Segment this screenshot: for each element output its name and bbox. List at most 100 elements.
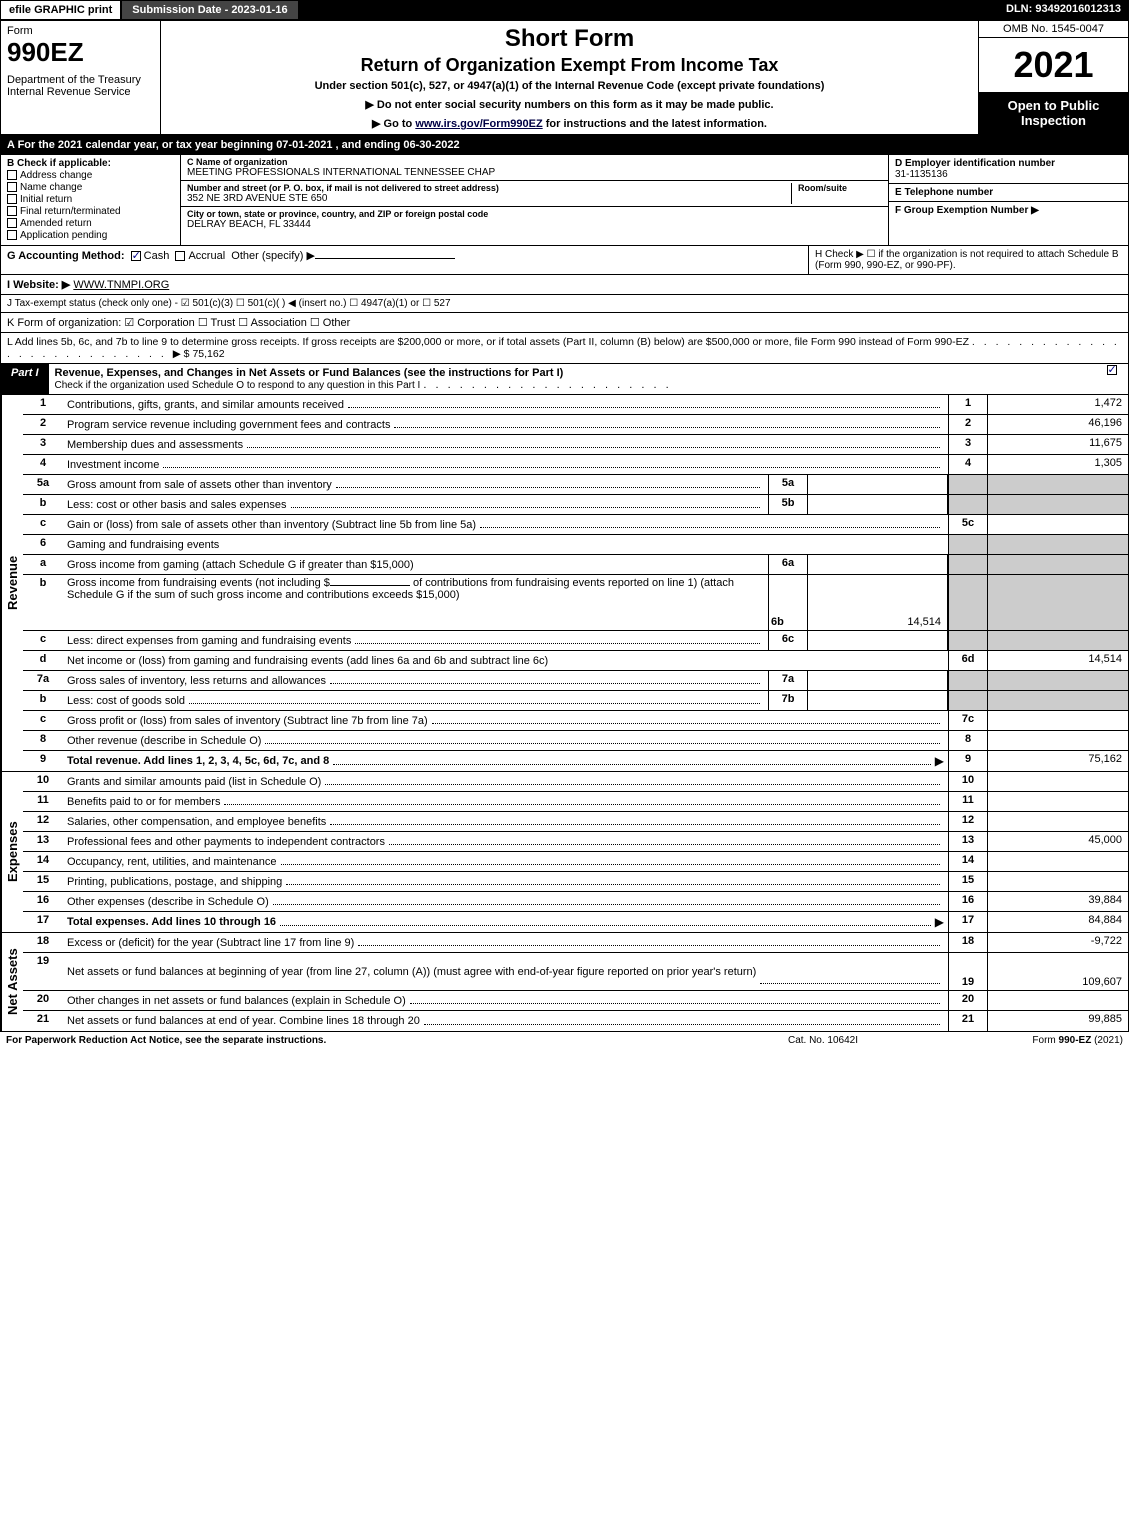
- revenue-section: Revenue 1Contributions, gifts, grants, a…: [0, 395, 1129, 772]
- chk-cash[interactable]: [131, 251, 141, 261]
- line7c-desc: Gross profit or (loss) from sales of inv…: [67, 715, 428, 727]
- line20-desc: Other changes in net assets or fund bala…: [67, 995, 406, 1007]
- g-accounting: G Accounting Method: Cash Accrual Other …: [1, 246, 808, 274]
- expenses-label: Expenses: [1, 772, 23, 932]
- c-addr-label: Number and street (or P. O. box, if mail…: [187, 183, 785, 193]
- line5b-subvalue: [808, 495, 948, 514]
- form-number: 990EZ: [7, 37, 154, 68]
- line17-value: 84,884: [988, 912, 1128, 932]
- part1-tag: Part I: [1, 364, 49, 394]
- part1-sub: Check if the organization used Schedule …: [55, 380, 421, 391]
- page-footer: For Paperwork Reduction Act Notice, see …: [0, 1032, 1129, 1049]
- subtitle-ssn: ▶ Do not enter social security numbers o…: [167, 98, 972, 111]
- line10-desc: Grants and similar amounts paid (list in…: [67, 776, 321, 788]
- line8-value: [988, 731, 1128, 750]
- l-gross-receipts-value: 75,162: [192, 348, 224, 360]
- title-return: Return of Organization Exempt From Incom…: [167, 55, 972, 76]
- line11-desc: Benefits paid to or for members: [67, 796, 220, 808]
- line15-desc: Printing, publications, postage, and shi…: [67, 876, 282, 888]
- chk-accrual[interactable]: [175, 251, 185, 261]
- line4-desc: Investment income: [67, 459, 159, 471]
- line3-desc: Membership dues and assessments: [67, 439, 243, 451]
- col-def: D Employer identification number 31-1135…: [888, 155, 1128, 245]
- line5b-desc: Less: cost or other basis and sales expe…: [67, 499, 287, 511]
- row-j-tax-exempt: J Tax-exempt status (check only one) - ☑…: [0, 295, 1129, 313]
- line7b-subvalue: [808, 691, 948, 710]
- chk-final-return[interactable]: Final return/terminated: [7, 206, 174, 217]
- title-short-form: Short Form: [167, 25, 972, 53]
- line9-desc: Total revenue. Add lines 1, 2, 3, 4, 5c,…: [67, 755, 329, 767]
- row-i-website: I Website: ▶ WWW.TNMPI.ORG: [0, 275, 1129, 295]
- line19-value: 109,607: [988, 953, 1128, 990]
- f-label: F Group Exemption Number ▶: [895, 205, 1122, 216]
- line18-value: -9,722: [988, 933, 1128, 952]
- line2-value: 46,196: [988, 415, 1128, 434]
- line18-desc: Excess or (deficit) for the year (Subtra…: [67, 937, 354, 949]
- dln: DLN: 93492016012313: [998, 0, 1129, 20]
- line1-desc: Contributions, gifts, grants, and simila…: [67, 399, 344, 411]
- line2-desc: Program service revenue including govern…: [67, 419, 390, 431]
- top-bar: efile GRAPHIC print Submission Date - 20…: [0, 0, 1129, 20]
- line9-value: 75,162: [988, 751, 1128, 771]
- chk-initial-return[interactable]: Initial return: [7, 194, 174, 205]
- line5c-value: [988, 515, 1128, 534]
- subtitle-goto: ▶ Go to www.irs.gov/Form990EZ for instru…: [167, 117, 972, 130]
- line7c-value: [988, 711, 1128, 730]
- website-url[interactable]: WWW.TNMPI.ORG: [73, 279, 169, 291]
- line16-value: 39,884: [988, 892, 1128, 911]
- line3-value: 11,675: [988, 435, 1128, 454]
- chk-amended-return[interactable]: Amended return: [7, 218, 174, 229]
- line7b-desc: Less: cost of goods sold: [67, 695, 185, 707]
- line6d-value: 14,514: [988, 651, 1128, 670]
- line14-desc: Occupancy, rent, utilities, and maintena…: [67, 856, 277, 868]
- line5a-desc: Gross amount from sale of assets other t…: [67, 479, 332, 491]
- dept-label: Department of the Treasury Internal Reve…: [7, 74, 154, 98]
- col-c-org-info: C Name of organization MEETING PROFESSIO…: [181, 155, 888, 245]
- line15-value: [988, 872, 1128, 891]
- submission-date: Submission Date - 2023-01-16: [121, 0, 298, 20]
- line10-value: [988, 772, 1128, 791]
- chk-address-change[interactable]: Address change: [7, 170, 174, 181]
- expenses-section: Expenses 10Grants and similar amounts pa…: [0, 772, 1129, 933]
- d-label: D Employer identification number: [895, 158, 1122, 169]
- line6b-desc1: Gross income from fundraising events (no…: [67, 577, 330, 589]
- c-name-label: C Name of organization: [187, 157, 882, 167]
- footer-catno: Cat. No. 10642I: [723, 1035, 923, 1046]
- line11-value: [988, 792, 1128, 811]
- line16-desc: Other expenses (describe in Schedule O): [67, 896, 269, 908]
- chk-name-change[interactable]: Name change: [7, 182, 174, 193]
- e-label: E Telephone number: [895, 187, 1122, 198]
- part1-title: Revenue, Expenses, and Changes in Net As…: [55, 367, 564, 379]
- line20-value: [988, 991, 1128, 1010]
- c-room-label: Room/suite: [798, 183, 882, 193]
- line7a-desc: Gross sales of inventory, less returns a…: [67, 675, 326, 687]
- c-city-state-zip: DELRAY BEACH, FL 33444: [187, 219, 882, 230]
- d-ein: 31-1135136: [895, 169, 1122, 180]
- line14-value: [988, 852, 1128, 871]
- efile-print-label[interactable]: efile GRAPHIC print: [0, 0, 121, 20]
- line6a-subvalue: [808, 555, 948, 574]
- open-inspection: Open to Public Inspection: [979, 92, 1128, 134]
- line17-desc: Total expenses. Add lines 10 through 16: [67, 916, 276, 928]
- line6c-subvalue: [808, 631, 948, 650]
- h-schedule-b: H Check ▶ ☐ if the organization is not r…: [808, 246, 1128, 274]
- row-a-tax-year: A For the 2021 calendar year, or tax yea…: [0, 135, 1129, 155]
- line13-value: 45,000: [988, 832, 1128, 851]
- irs-link[interactable]: www.irs.gov/Form990EZ: [415, 118, 542, 130]
- chk-application-pending[interactable]: Application pending: [7, 230, 174, 241]
- line1-value: 1,472: [988, 395, 1128, 414]
- section-bcdef: B Check if applicable: Address change Na…: [0, 155, 1129, 246]
- line7a-subvalue: [808, 671, 948, 690]
- line21-desc: Net assets or fund balances at end of ye…: [67, 1015, 420, 1027]
- form-header: Form 990EZ Department of the Treasury In…: [0, 20, 1129, 135]
- part1-checkbox[interactable]: [1107, 365, 1117, 375]
- form-label: Form: [7, 25, 154, 37]
- line19-desc: Net assets or fund balances at beginning…: [67, 966, 756, 978]
- b-header: B Check if applicable:: [7, 158, 174, 169]
- line6-desc: Gaming and fundraising events: [67, 539, 219, 551]
- line8-desc: Other revenue (describe in Schedule O): [67, 735, 261, 747]
- net-assets-section: Net Assets 18Excess or (deficit) for the…: [0, 933, 1129, 1032]
- line6d-desc: Net income or (loss) from gaming and fun…: [67, 655, 548, 667]
- c-street-address: 352 NE 3RD AVENUE STE 650: [187, 193, 785, 204]
- line6b-subvalue: 14,514: [808, 575, 948, 630]
